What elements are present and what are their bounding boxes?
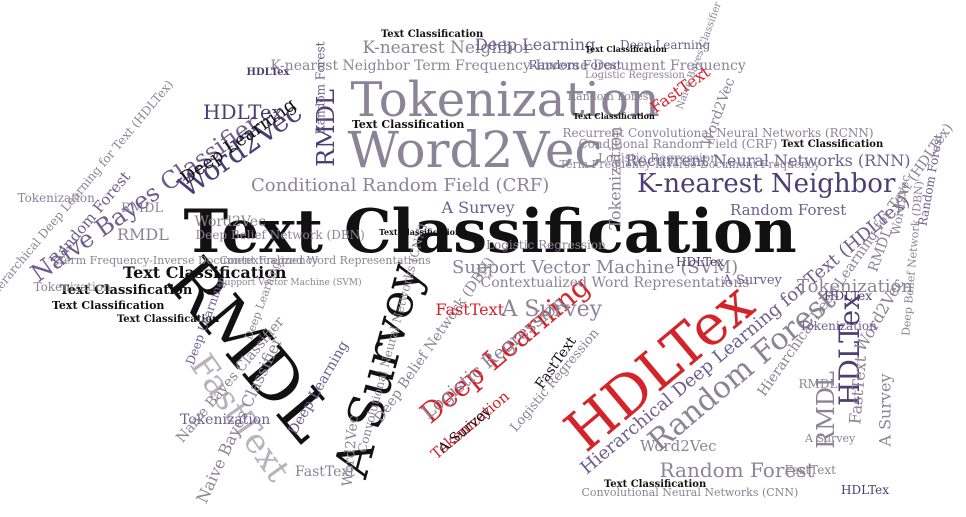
cloud-word-k-nearest-neighbor: K-nearest Neighbor xyxy=(362,37,532,58)
cloud-word-random-forest: Random Forest xyxy=(659,458,815,482)
cloud-word-random-forest: Random Forest xyxy=(528,58,622,72)
cloud-word-text-classification: Text Classification xyxy=(604,479,707,490)
cloud-word-tokenization: Tokenization xyxy=(350,72,660,128)
cloud-word-random-forest: Random Forest xyxy=(313,41,328,135)
cloud-word-tokenization: Tokenization xyxy=(797,276,913,297)
cloud-word-term-frequency-inverse-document-frequency: Term Frequency-Inverse Document Frequenc… xyxy=(57,253,319,267)
cloud-word-fasttext: FastText xyxy=(435,300,505,319)
cloud-word-conditional-random-field-crf: Conditional Random Field (CRF) xyxy=(578,137,778,151)
cloud-word-text-classification: Text Classification xyxy=(381,29,484,40)
cloud-word-support-vector-machine-svm: Support Vector Machine (SVM) xyxy=(218,277,362,288)
cloud-word-hdltex: HDLTex xyxy=(824,289,873,303)
cloud-word-text-classification: Text Classification xyxy=(585,44,667,54)
cloud-word-logistic-regression: Logistic Regression xyxy=(585,70,685,81)
cloud-word-deep-learning: Deep Learning xyxy=(620,38,711,52)
cloud-word-random-forest: Random Forest xyxy=(567,89,653,103)
cloud-word-a-survey: A Survey xyxy=(441,198,515,217)
cloud-word-rmdl: RMDL xyxy=(117,225,169,244)
cloud-word-a-survey: A Survey xyxy=(722,272,782,288)
cloud-word-tokenization: Tokenization xyxy=(180,412,271,428)
cloud-word-text-classification: Text Classification xyxy=(52,298,165,312)
cloud-word-word2vec: Word2Vec xyxy=(640,436,717,455)
cloud-word-text-classification: Text Classification xyxy=(59,282,193,298)
cloud-word-logistic-regression: Logistic Regression xyxy=(598,151,718,165)
cloud-word-contextualized-word-representations: Contextualized Word Representations xyxy=(480,275,750,291)
cloud-word-conditional-random-field-crf: Conditional Random Field (CRF) xyxy=(251,175,550,196)
cloud-word-tokenization: Tokenization xyxy=(799,319,877,333)
cloud-word-a-survey: A Survey xyxy=(805,431,856,445)
cloud-word-deep-learning: Deep Learning xyxy=(475,35,596,54)
cloud-word-fasttext: FastText xyxy=(844,354,870,425)
cloud-word-recurrent-neural-networks-rnn: Recurrent Neural Networks (RNN) xyxy=(625,151,911,170)
cloud-word-fasttext: FastText xyxy=(295,464,355,480)
cloud-word-fasttext: FastText xyxy=(784,463,836,477)
cloud-word-a-survey: A Survey xyxy=(875,373,895,447)
cloud-word-hdltex: HDLTex xyxy=(203,100,284,124)
cloud-word-text-classification: Text Classification xyxy=(573,111,655,121)
cloud-word-convolutional-neural-networks-cnn: Convolutional Neural Networks (CNN) xyxy=(581,485,799,499)
cloud-word-text-classification: Text Classification xyxy=(781,139,884,150)
cloud-word-text-classification: Text Classification xyxy=(183,197,797,267)
cloud-word-support-vector-machine-svm: Support Vector Machine (SVM) xyxy=(452,257,739,278)
cloud-word-text-classification: Text Classification xyxy=(123,263,287,282)
cloud-word-k-nearest-neighbor-term-frequency-inverse-document-frequency: K-nearest Neighbor Term Frequency-Invers… xyxy=(270,58,746,74)
cloud-word-text-classification: Text Classification xyxy=(352,117,465,131)
cloud-word-a-survey: A Survey xyxy=(501,297,603,322)
cloud-word-tokenization: Tokenization xyxy=(17,191,95,205)
cloud-word-rmdl: RMDL xyxy=(121,200,164,216)
cloud-word-word2vec: Word2Vec xyxy=(347,121,603,179)
cloud-word-hdltex: HDLTex xyxy=(676,255,725,269)
cloud-word-rmdl: RMDL xyxy=(798,377,838,391)
cloud-word-k-nearest-neighbor: K-nearest Neighbor xyxy=(637,169,896,199)
cloud-word-hdltex: HDLTex xyxy=(841,483,890,497)
cloud-word-term-frequency-inverse-document-frequency: Term Frequency-Inverse Document Frequenc… xyxy=(559,157,821,171)
cloud-word-tokenization: Tokenization xyxy=(33,280,111,294)
cloud-word-deep-belief-network-dbn: Deep Belief Network (DBN) xyxy=(195,228,365,242)
cloud-word-hdltex: HDLTex xyxy=(246,67,290,78)
cloud-word-text-classification: Text Classification xyxy=(379,227,461,237)
cloud-word-recurrent-convolutional-neural-networks-rcnn: Recurrent Convolutional Neural Networks … xyxy=(562,126,874,140)
cloud-word-random-forest: Random Forest xyxy=(730,200,847,219)
cloud-word-text-classification: Text Classification xyxy=(117,314,220,325)
cloud-word-word2vec: Word2Vec xyxy=(194,214,266,230)
cloud-word-contextualized-word-representations: Contextualized Word Representations xyxy=(219,253,431,267)
cloud-word-logistic-regression: Logistic Regression xyxy=(486,238,606,252)
